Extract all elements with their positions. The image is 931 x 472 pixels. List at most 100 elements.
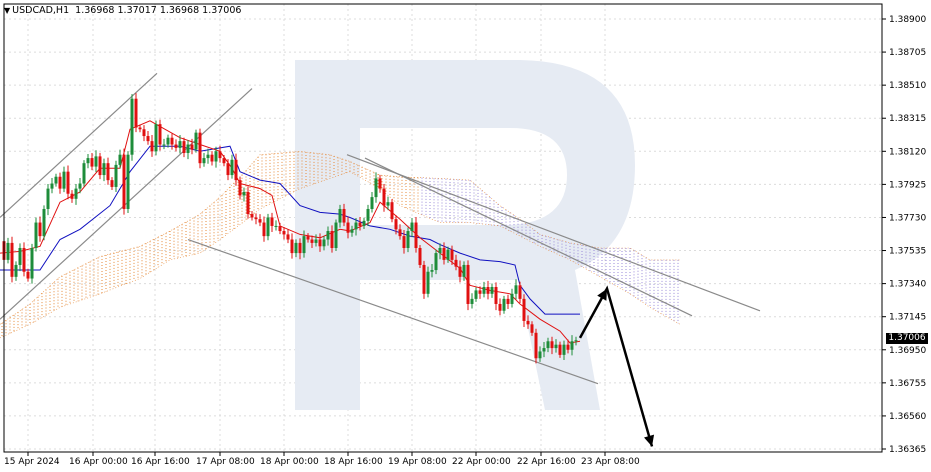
candle-body xyxy=(490,287,494,294)
candle-body xyxy=(334,222,338,248)
candle-body xyxy=(422,264,426,294)
time-tick-label: 18 Apr 16:00 xyxy=(324,457,383,467)
candle-body xyxy=(294,242,298,254)
candle-body xyxy=(470,298,474,304)
price-tick-label: 1.37145 xyxy=(889,313,926,323)
candle-body xyxy=(154,124,158,152)
candle-body xyxy=(38,222,42,237)
candle-body xyxy=(526,320,530,325)
candle-body xyxy=(202,158,206,164)
candle-body xyxy=(266,217,270,237)
candle-body xyxy=(214,151,218,162)
price-tick-label: 1.36365 xyxy=(889,445,926,455)
candle-body xyxy=(58,176,62,189)
candle-body xyxy=(250,214,254,218)
candle-body xyxy=(570,341,574,350)
candle-body xyxy=(138,127,142,130)
candle-body xyxy=(174,144,178,148)
candle-body xyxy=(70,193,74,199)
candle-body xyxy=(498,303,502,311)
price-axis: 1.38900 1.38705 1.38510 1.38315 1.38120 1.379… xyxy=(882,15,926,455)
forecast-arrow xyxy=(578,285,655,447)
watermark-logo xyxy=(295,60,635,410)
candle-body xyxy=(98,156,102,176)
collapse-triangle-icon[interactable]: ▼ xyxy=(4,6,11,15)
candle-body xyxy=(130,98,134,155)
candle-body xyxy=(434,253,438,271)
candle-body xyxy=(550,341,554,349)
price-tick-label: 1.37535 xyxy=(889,247,926,257)
candle-body xyxy=(254,217,258,220)
candle-body xyxy=(318,239,322,247)
price-tick-label: 1.38510 xyxy=(889,81,926,91)
candle-body xyxy=(234,159,238,181)
candle-body xyxy=(114,164,118,187)
price-tick-label: 1.37925 xyxy=(889,180,926,190)
open-value: 1.36968 xyxy=(75,5,115,16)
candle-body xyxy=(94,156,98,167)
candle-body xyxy=(66,171,70,194)
upper-channel-bottom xyxy=(0,88,253,320)
candle-body xyxy=(34,222,38,248)
time-tick-label: 18 Apr 00:00 xyxy=(260,457,319,467)
candle-body xyxy=(538,351,542,359)
trendlines xyxy=(0,72,761,385)
candle-body xyxy=(90,158,94,167)
price-tick-label: 1.37730 xyxy=(889,213,926,223)
symbol-label: USDCAD,H1 xyxy=(12,5,70,16)
candle-body xyxy=(46,188,50,209)
candle-body xyxy=(546,341,550,349)
candle-body xyxy=(478,290,482,294)
candle-body xyxy=(102,163,106,176)
candle-body xyxy=(26,271,30,279)
time-tick-label: 17 Apr 08:00 xyxy=(196,457,255,467)
candle-body xyxy=(262,222,266,237)
candle-body xyxy=(126,154,130,209)
candle-body xyxy=(366,208,370,221)
price-tick-label: 1.36560 xyxy=(889,412,926,422)
candle-body xyxy=(322,239,326,247)
candle-body xyxy=(78,183,82,189)
candle-body xyxy=(466,264,470,304)
time-tick-label: 19 Apr 08:00 xyxy=(388,457,447,467)
price-tick-label: 1.38120 xyxy=(889,147,926,157)
candle-body xyxy=(402,236,406,248)
candle-body xyxy=(210,154,214,162)
time-tick-label: 16 Apr 16:00 xyxy=(131,457,190,467)
candle-body xyxy=(326,231,330,240)
candle-body xyxy=(198,132,202,164)
candle-body xyxy=(314,239,318,243)
candle-body xyxy=(358,222,362,226)
candle-body xyxy=(414,222,418,248)
candle-body xyxy=(186,144,190,154)
candle-body xyxy=(74,188,78,199)
candle-body xyxy=(86,158,90,164)
candle-body xyxy=(142,129,146,137)
down-channel-top-a xyxy=(346,154,761,312)
candle-body xyxy=(158,124,162,145)
ichimoku-cloud xyxy=(0,150,681,339)
candle-body xyxy=(350,229,354,233)
candle-body xyxy=(530,324,534,333)
candle-body xyxy=(382,188,386,206)
candle-body xyxy=(170,137,174,145)
candle-body xyxy=(558,344,562,355)
time-tick-label: 15 Apr 2024 xyxy=(4,457,60,467)
forecast-arrowhead-up xyxy=(597,288,607,301)
candle-body xyxy=(278,225,282,232)
candle-body xyxy=(18,247,22,265)
candle-body xyxy=(518,285,522,299)
candle-body xyxy=(230,159,234,176)
candle-body xyxy=(298,242,302,254)
price-tick-label: 1.36950 xyxy=(889,346,926,356)
candle-body xyxy=(430,270,434,272)
low-value: 1.36968 xyxy=(159,5,200,16)
candle-body xyxy=(118,154,122,165)
candle-body xyxy=(406,231,410,248)
candle-body xyxy=(62,171,66,189)
candle-body xyxy=(10,242,14,277)
time-tick-label: 23 Apr 08:00 xyxy=(581,457,640,467)
candle-body xyxy=(238,180,242,196)
